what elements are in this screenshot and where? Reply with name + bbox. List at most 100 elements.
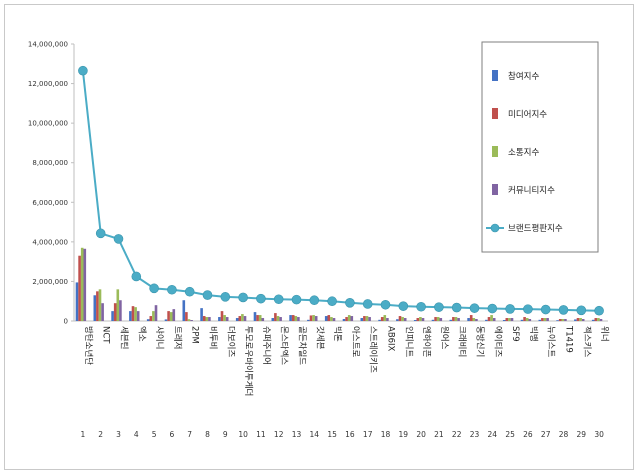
rank-label-1: 1 (81, 430, 86, 439)
brand-index-point-23 (469, 303, 480, 313)
brand-index-point-15 (327, 296, 337, 307)
brand-index-point-9 (220, 292, 231, 302)
bar-3-10 (241, 314, 244, 321)
bar-3-26 (525, 318, 529, 321)
category-label-19: 인피니트 (403, 326, 414, 357)
bar-4-19 (403, 318, 407, 321)
rank-label-19: 19 (399, 430, 409, 439)
bar-2-7 (185, 312, 188, 321)
bar-4-20 (421, 318, 425, 321)
y-tick-label: 14,000,000 (28, 41, 68, 49)
rank-label-5: 5 (152, 430, 157, 439)
bar-1-4 (129, 311, 132, 321)
rank-label-3: 3 (116, 430, 121, 439)
bar-3-15 (330, 317, 333, 321)
category-label-13: 골든차일드 (297, 326, 307, 365)
legend-label-2: 미디어지수 (508, 109, 547, 120)
bar-1-29 (574, 319, 577, 321)
category-label-27: 뉴이스트 (546, 326, 557, 357)
brand-index-point-27 (540, 304, 551, 315)
bar-4-15 (332, 318, 336, 321)
bar-2-2 (96, 291, 99, 321)
bar-2-4 (131, 306, 135, 321)
category-label-29: 젝스키스 (581, 326, 592, 357)
bar-3-16 (347, 315, 351, 321)
bar-1-11 (253, 312, 257, 321)
rank-label-26: 26 (523, 430, 533, 439)
bar-1-10 (235, 318, 239, 321)
bar-3-30 (597, 318, 600, 321)
category-label-14: 갓세븐 (314, 326, 325, 350)
bar-3-23 (472, 318, 476, 321)
brand-index-point-5 (149, 283, 159, 294)
category-label-18: AB6IX (386, 326, 396, 352)
bar-2-25 (505, 318, 509, 321)
rank-label-16: 16 (345, 430, 355, 439)
brand-index-point-10 (238, 292, 248, 303)
bar-3-27 (543, 318, 547, 321)
category-label-8: 비투비 (208, 326, 218, 349)
bar-3-7 (187, 319, 191, 321)
bar-1-24 (485, 319, 488, 321)
bar-4-11 (261, 318, 265, 321)
rank-label-20: 20 (416, 430, 426, 439)
y-tick-label: 10,000,000 (28, 120, 68, 128)
bar-1-28 (556, 320, 559, 321)
rank-label-7: 7 (187, 430, 192, 439)
bar-2-16 (345, 317, 348, 321)
bar-1-6 (164, 319, 168, 321)
bar-1-2 (93, 295, 97, 321)
bar-3-8 (205, 317, 209, 321)
brand-index-point-18 (380, 299, 391, 310)
category-label-22: 크래비티 (457, 326, 467, 357)
y-tick-label: 2,000,000 (32, 278, 68, 286)
brand-index-point-22 (451, 302, 462, 313)
bar-1-30 (591, 319, 595, 321)
brand-index-point-6 (167, 284, 177, 295)
bar-2-22 (452, 317, 455, 321)
bar-2-3 (113, 303, 117, 321)
rank-label-11: 11 (256, 430, 266, 439)
y-tick-label: 12,000,000 (28, 80, 68, 88)
category-label-25: SF9 (510, 326, 520, 342)
category-label-4: 엑소 (136, 326, 147, 342)
bar-1-17 (360, 318, 364, 321)
bar-3-20 (419, 317, 422, 321)
bar-4-2 (101, 303, 104, 321)
bar-3-6 (169, 312, 173, 321)
bar-4-29 (581, 319, 585, 321)
bar-1-22 (449, 319, 453, 321)
bar-3-24 (490, 315, 493, 321)
bar-4-24 (492, 318, 496, 321)
bar-2-21 (434, 317, 437, 321)
brand-index-point-16 (345, 297, 355, 308)
bar-4-3 (119, 300, 122, 321)
bar-3-22 (454, 317, 458, 321)
category-label-17: 스트레이키즈 (368, 326, 379, 373)
bar-4-5 (154, 305, 158, 321)
category-label-28: T1419 (564, 325, 574, 353)
brand-index-point-28 (558, 305, 569, 315)
brand-index-point-17 (362, 299, 373, 309)
rank-label-24: 24 (488, 430, 498, 439)
bar-3-19 (401, 317, 404, 321)
rank-label-10: 10 (238, 430, 248, 439)
bar-1-12 (271, 318, 275, 321)
bar-1-9 (218, 317, 221, 321)
rank-label-6: 6 (170, 430, 175, 439)
rank-label-8: 8 (205, 430, 210, 439)
brand-index-point-19 (398, 301, 409, 311)
brand-index-point-1 (78, 65, 88, 76)
category-label-23: 동방신기 (475, 326, 486, 357)
bar-3-13 (294, 316, 298, 321)
category-label-16: 아스트로 (350, 326, 361, 357)
bar-3-28 (561, 319, 565, 321)
bar-2-12 (274, 313, 277, 321)
rank-label-12: 12 (274, 430, 284, 439)
y-tick-label: 6,000,000 (32, 199, 68, 207)
brand-index-point-12 (273, 294, 284, 305)
bar-3-3 (116, 289, 120, 321)
rank-label-25: 25 (505, 430, 515, 439)
legend-swatch-1 (492, 70, 498, 81)
category-label-11: 슈퍼주니어 (261, 326, 272, 365)
